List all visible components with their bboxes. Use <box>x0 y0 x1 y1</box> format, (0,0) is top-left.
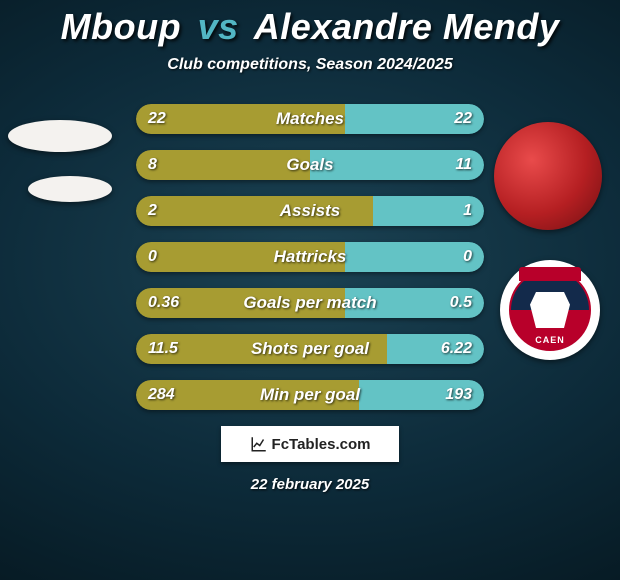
bull-icon <box>530 292 570 328</box>
player1-avatar <box>8 120 112 152</box>
player2-avatar <box>494 122 602 230</box>
stat-bar-left <box>136 104 275 134</box>
stat-row: Goals811 <box>136 150 484 180</box>
stat-row: Matches2222 <box>136 104 484 134</box>
stat-bar-left <box>136 380 282 410</box>
stat-bar-mid <box>282 380 359 410</box>
stat-row: Min per goal284193 <box>136 380 484 410</box>
stat-bar-right <box>345 288 484 318</box>
stat-bar-mid <box>268 150 310 180</box>
stat-bar-right <box>359 380 484 410</box>
stat-bar-left <box>136 150 268 180</box>
stat-bar-left <box>136 334 303 364</box>
club-emblem: CAEN <box>509 269 591 351</box>
branding-text: FcTables.com <box>272 436 371 453</box>
stat-bar-right <box>387 334 484 364</box>
page-title: Mboup vs Alexandre Mendy <box>0 0 620 48</box>
stat-bar-mid <box>275 104 345 134</box>
stat-bar-mid <box>303 334 387 364</box>
stat-bar-mid <box>254 288 344 318</box>
club-badge-text: CAEN <box>511 335 589 345</box>
stat-bar-mid <box>275 242 345 272</box>
stat-bar-left <box>136 288 254 318</box>
stat-row: Assists21 <box>136 196 484 226</box>
stat-row: Shots per goal11.56.22 <box>136 334 484 364</box>
stat-bar-right <box>345 104 484 134</box>
player1-club-badge <box>28 176 112 202</box>
player1-name: Mboup <box>61 6 181 47</box>
stat-bar-right <box>373 196 484 226</box>
branding[interactable]: FcTables.com <box>221 426 399 462</box>
stat-bar-right <box>310 150 484 180</box>
stat-bar-left <box>136 242 275 272</box>
chart-icon <box>250 435 268 453</box>
stat-row: Goals per match0.360.5 <box>136 288 484 318</box>
stat-row: Hattricks00 <box>136 242 484 272</box>
stats-rows: Matches2222 Goals811 Assists21 Hattricks00 G… <box>136 104 484 410</box>
stat-bar-left <box>136 196 317 226</box>
player2-club-badge: CAEN <box>500 260 600 360</box>
player2-name: Alexandre Mendy <box>254 6 560 47</box>
vs-label: vs <box>198 6 239 47</box>
stat-bar-mid <box>317 196 373 226</box>
subtitle: Club competitions, Season 2024/2025 <box>0 56 620 74</box>
date: 22 february 2025 <box>0 476 620 493</box>
stat-bar-right <box>345 242 484 272</box>
